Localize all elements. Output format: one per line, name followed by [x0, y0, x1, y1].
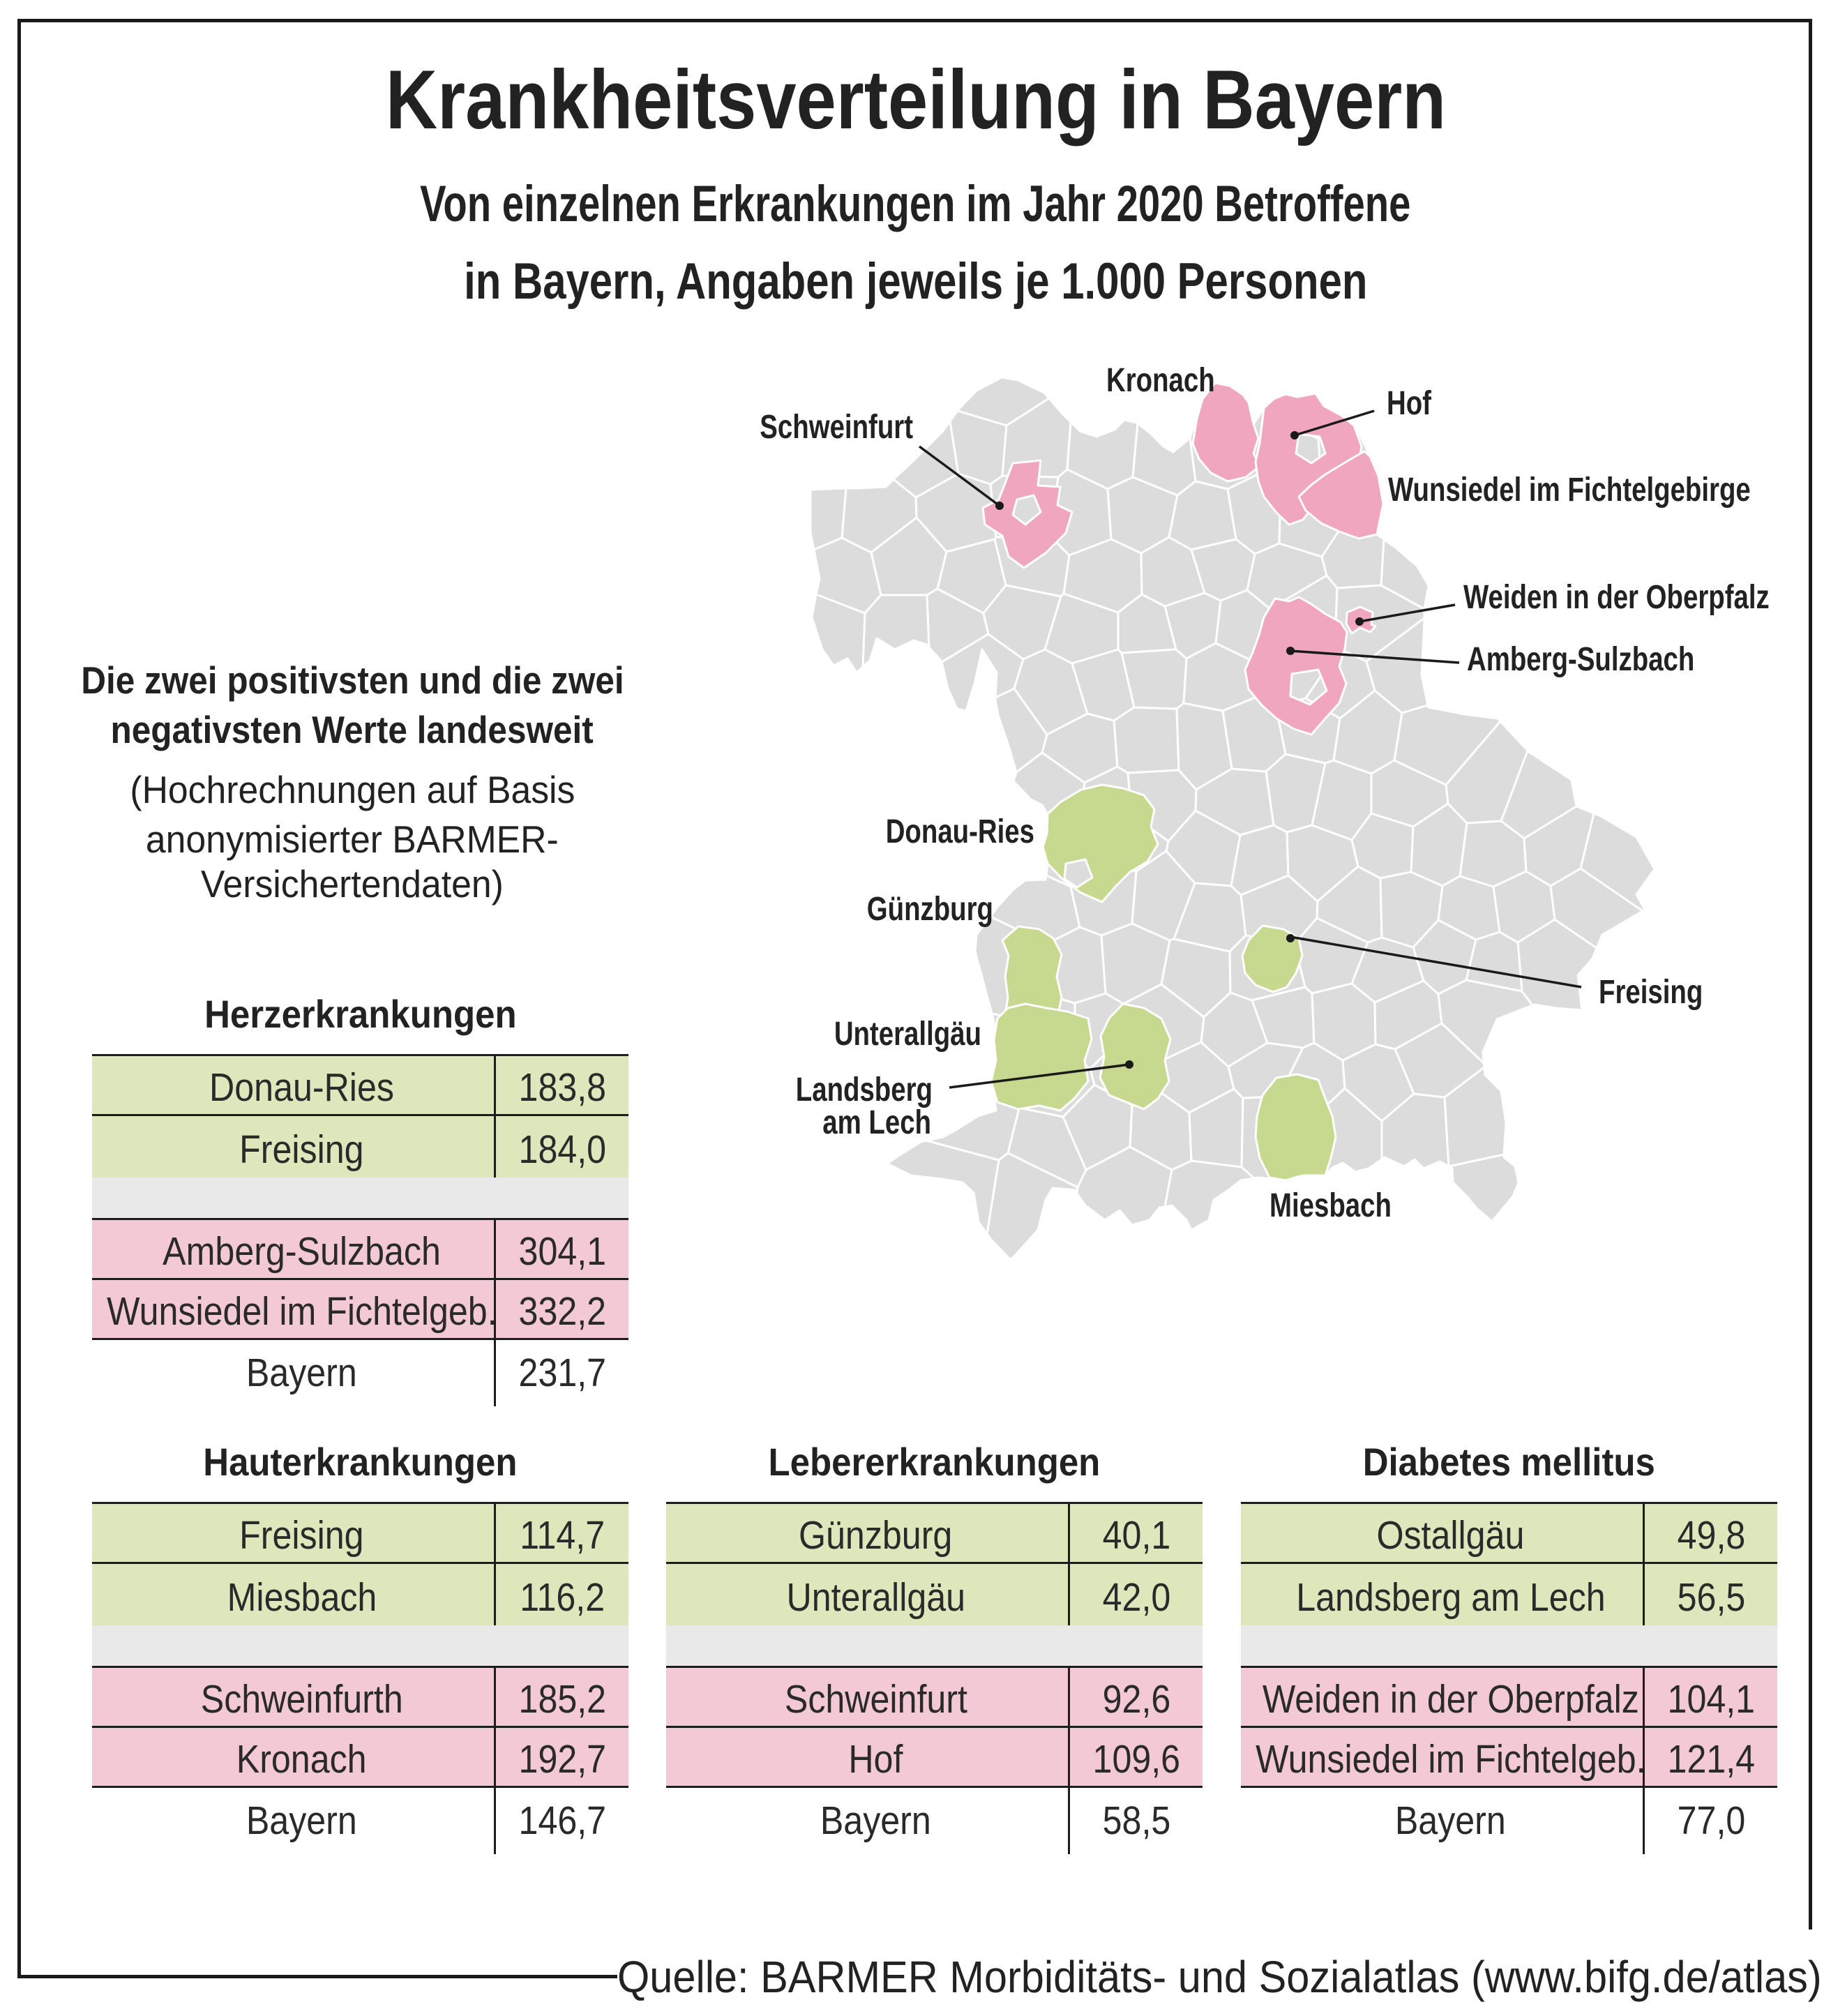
svg-text:Günzburg: Günzburg [867, 891, 993, 928]
svg-text:Donau-Ries: Donau-Ries [886, 813, 1034, 850]
svg-text:Unterallgäu: Unterallgäu [834, 1016, 981, 1053]
svg-text:Weiden in der Oberpfalz: Weiden in der Oberpfalz [1463, 579, 1770, 616]
svg-text:Schweinfurt: Schweinfurt [760, 409, 913, 446]
svg-text:Hof: Hof [1387, 385, 1431, 422]
svg-text:Kronach: Kronach [1106, 362, 1215, 399]
svg-text:Miesbach: Miesbach [1269, 1187, 1392, 1224]
svg-text:Wunsiedel im Fichtelgebirge: Wunsiedel im Fichtelgebirge [1388, 472, 1751, 509]
svg-text:Landsberg: Landsberg [796, 1071, 933, 1108]
svg-text:Freising: Freising [1599, 974, 1703, 1011]
svg-text:am Lech: am Lech [822, 1104, 931, 1141]
svg-text:Amberg-Sulzbach: Amberg-Sulzbach [1467, 641, 1694, 678]
